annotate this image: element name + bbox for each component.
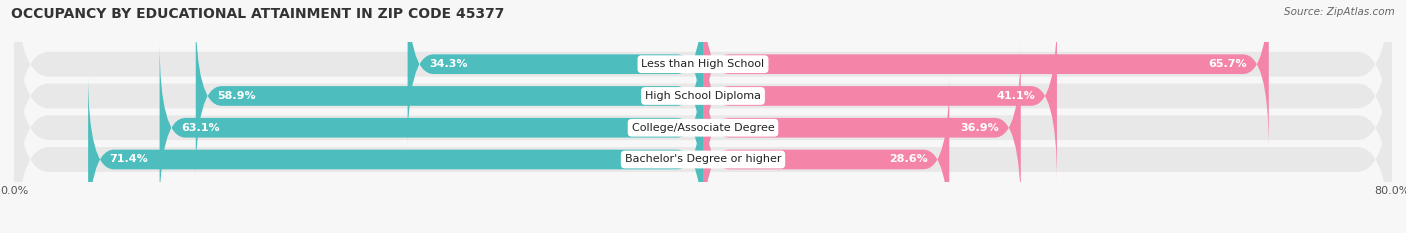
Text: 36.9%: 36.9% bbox=[960, 123, 1000, 133]
FancyBboxPatch shape bbox=[408, 0, 703, 150]
Text: 71.4%: 71.4% bbox=[110, 154, 149, 164]
FancyBboxPatch shape bbox=[703, 42, 1021, 213]
Legend: Owner-occupied, Renter-occupied: Owner-occupied, Renter-occupied bbox=[572, 230, 834, 233]
FancyBboxPatch shape bbox=[195, 10, 703, 182]
FancyBboxPatch shape bbox=[703, 74, 949, 233]
FancyBboxPatch shape bbox=[89, 74, 703, 233]
Text: College/Associate Degree: College/Associate Degree bbox=[631, 123, 775, 133]
FancyBboxPatch shape bbox=[703, 0, 1268, 150]
Text: 41.1%: 41.1% bbox=[997, 91, 1035, 101]
Text: Bachelor's Degree or higher: Bachelor's Degree or higher bbox=[624, 154, 782, 164]
FancyBboxPatch shape bbox=[14, 0, 1392, 211]
FancyBboxPatch shape bbox=[14, 45, 1392, 233]
Text: High School Diploma: High School Diploma bbox=[645, 91, 761, 101]
Text: Source: ZipAtlas.com: Source: ZipAtlas.com bbox=[1284, 7, 1395, 17]
FancyBboxPatch shape bbox=[703, 10, 1057, 182]
Text: Less than High School: Less than High School bbox=[641, 59, 765, 69]
Text: 65.7%: 65.7% bbox=[1209, 59, 1247, 69]
Text: 58.9%: 58.9% bbox=[218, 91, 256, 101]
Text: OCCUPANCY BY EDUCATIONAL ATTAINMENT IN ZIP CODE 45377: OCCUPANCY BY EDUCATIONAL ATTAINMENT IN Z… bbox=[11, 7, 505, 21]
Text: 28.6%: 28.6% bbox=[889, 154, 928, 164]
FancyBboxPatch shape bbox=[14, 0, 1392, 179]
Text: 34.3%: 34.3% bbox=[429, 59, 468, 69]
Text: 63.1%: 63.1% bbox=[181, 123, 219, 133]
FancyBboxPatch shape bbox=[160, 42, 703, 213]
FancyBboxPatch shape bbox=[14, 13, 1392, 233]
